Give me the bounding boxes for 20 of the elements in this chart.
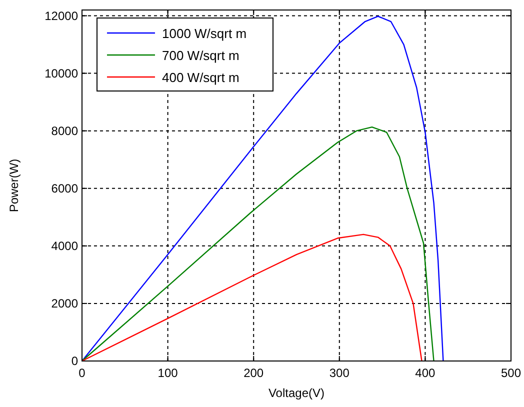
x-tick-label: 100 [158,366,178,380]
line-series [81,16,444,362]
y-tick-label: 6000 [51,181,78,196]
x-tick-label: 200 [244,366,264,380]
y-tick-label: 0 [71,354,78,368]
line-series [81,234,422,362]
x-tick-label: 300 [329,366,350,380]
line-series [81,126,434,362]
x-tick-label: 500 [500,366,522,380]
y-tick-label: 8000 [51,124,78,138]
legend-label: 1000 W/sqrt m [162,26,247,41]
y-tick-label: 12000 [44,8,78,23]
legend-label: 700 W/sqrt m [162,48,240,63]
y-axis-title: Power(W) [7,158,21,212]
y-tick-label: 2000 [51,296,78,310]
y-tick-label: 4000 [51,238,78,253]
x-axis-title: Voltage(V) [268,386,325,400]
legend-label: 400 W/sqrt m [162,70,240,85]
y-tick-label: 10000 [44,66,78,80]
x-tick-label: 400 [415,366,436,380]
